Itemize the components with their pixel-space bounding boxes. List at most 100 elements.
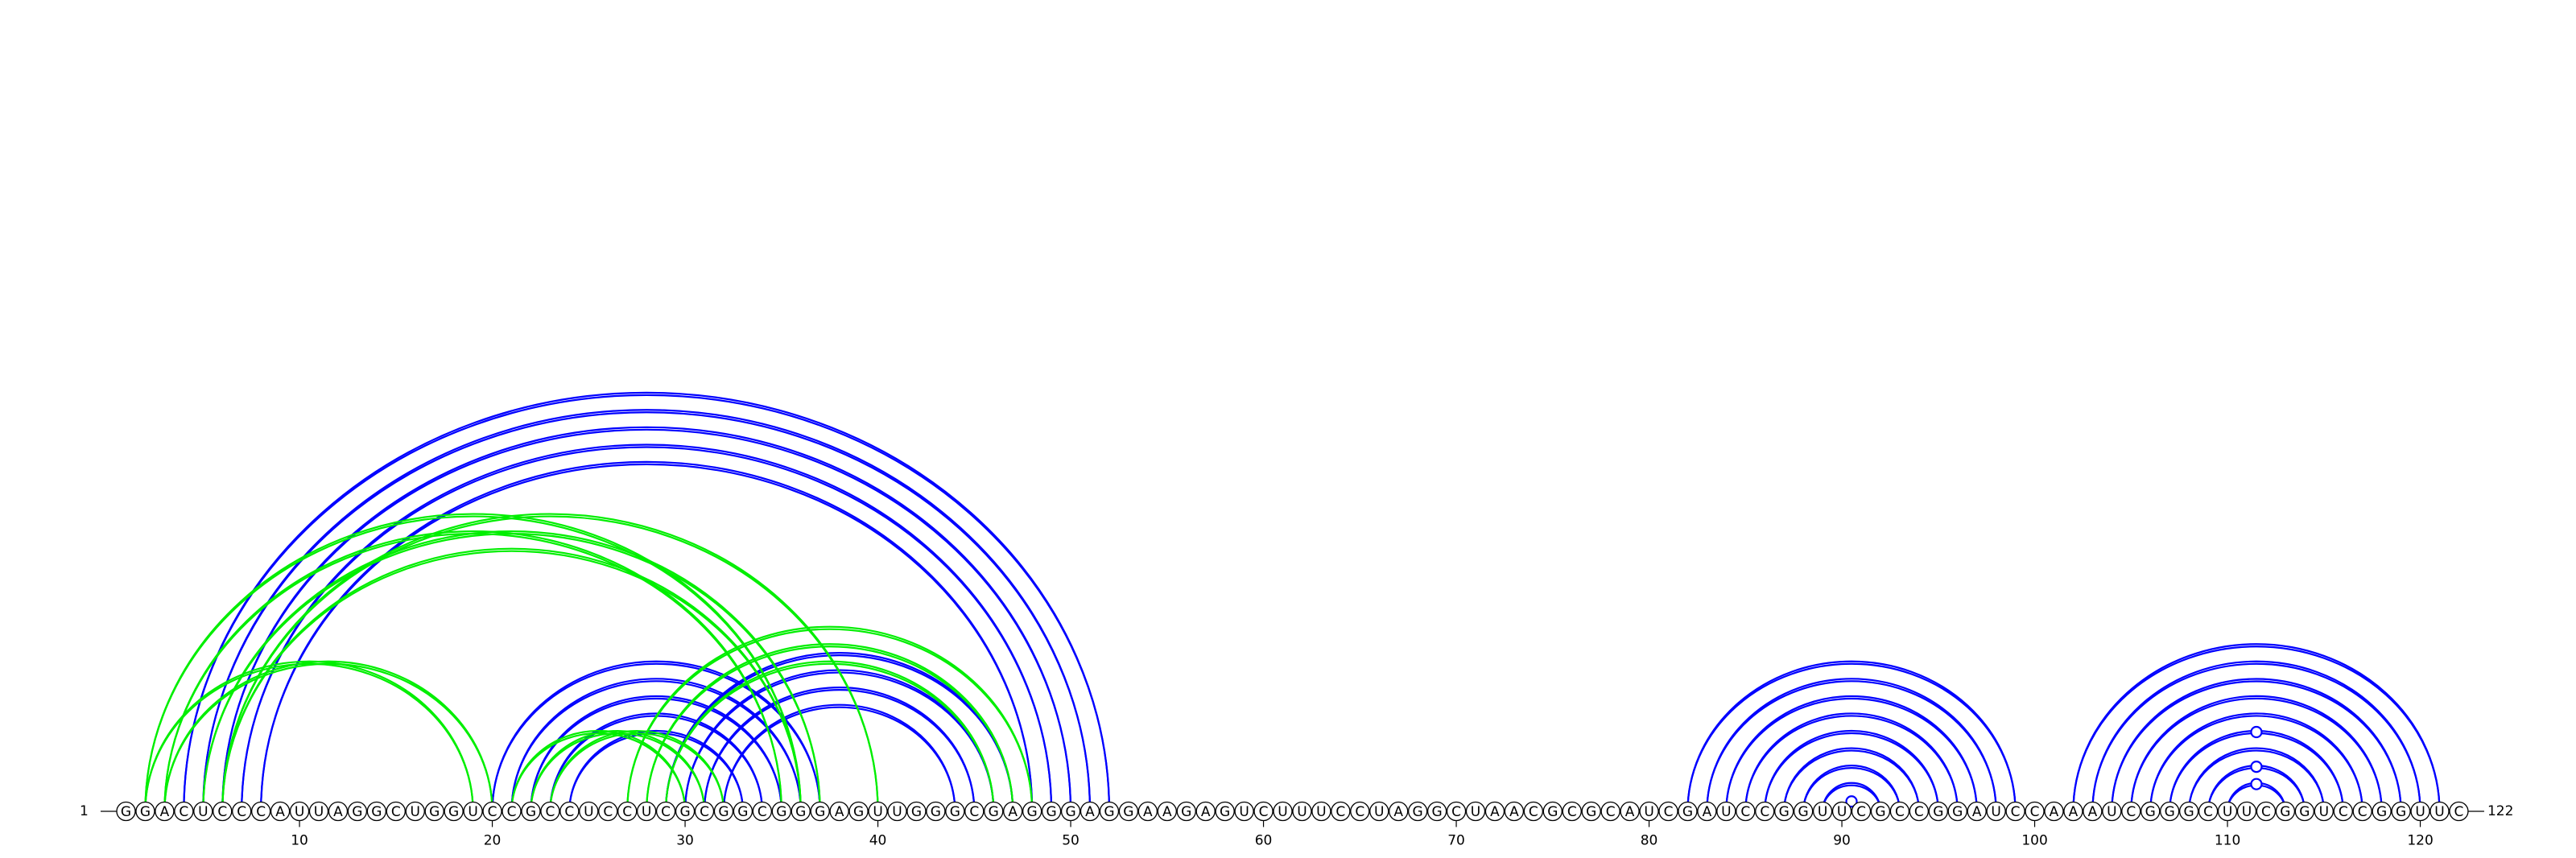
nucleotide: G (1118, 801, 1139, 822)
nucleotide-circle (1542, 801, 1563, 822)
nucleotide-circle (1195, 801, 1216, 822)
nucleotide: G (1947, 801, 1967, 822)
nucleotide-circle (1774, 801, 1794, 822)
base-pair-arc-outline (144, 513, 802, 812)
nucleotide: A (1389, 801, 1409, 822)
nucleotide-letter: A (1162, 804, 1172, 820)
nucleotide-letter: C (1259, 804, 1269, 820)
nucleotide-circle (2025, 801, 2045, 822)
nucleotide-circle (2198, 801, 2219, 822)
nucleotide-letter: C (2203, 804, 2213, 820)
nucleotide-letter: C (2454, 804, 2464, 820)
base-pair-arc-outline (549, 712, 763, 812)
nucleotide-circle (2314, 801, 2334, 822)
nucleotide-circle (1600, 801, 1620, 822)
nucleotide-circle (945, 801, 965, 822)
nucleotide: U (2410, 801, 2430, 822)
nucleotide-letter: C (1664, 804, 1674, 820)
nucleotide-letter: A (160, 804, 170, 820)
nucleotide: A (1967, 801, 1987, 822)
nucleotide-circle (1099, 801, 1120, 822)
nucleotide-circle (386, 801, 406, 822)
nucleotide-circle (193, 801, 213, 822)
nucleotide: G (2391, 801, 2411, 822)
nucleotide-letter: U (873, 804, 882, 820)
nucleotide: A (1003, 801, 1023, 822)
nucleotide: C (2121, 801, 2141, 822)
nucleotide-circle (1736, 801, 1756, 822)
nucleotide: A (1195, 801, 1216, 822)
nucleotide-letter: U (1837, 804, 1847, 820)
nucleotide-circle (1947, 801, 1967, 822)
base-pair-arc (144, 662, 474, 812)
nucleotide-circle (444, 801, 464, 822)
nucleotide: G (1099, 801, 1120, 822)
nucleotide-letter: G (911, 804, 922, 820)
nucleotide-letter: A (1008, 804, 1018, 820)
nucleotide: G (2294, 801, 2315, 822)
nucleotide-letter: A (2069, 804, 2079, 820)
nucleotide: U (308, 801, 329, 822)
nucleotide-circle (1812, 801, 1833, 822)
nucleotide-letter: G (2280, 804, 2290, 820)
nucleotide: A (1504, 801, 1525, 822)
base-pair-arc-outline (549, 729, 725, 812)
arc-marker (2250, 725, 2263, 739)
nucleotide-letter: G (1220, 804, 1230, 820)
nucleotide: G (945, 801, 965, 822)
nucleotide: G (444, 801, 464, 822)
nucleotide-letter: U (411, 804, 420, 820)
nucleotide: G (1542, 801, 1563, 822)
nucleotide-letter: A (2050, 804, 2059, 820)
nucleotide-circle (2140, 801, 2161, 822)
nucleotide-letter: C (1451, 804, 1461, 820)
nucleotide-letter: C (1606, 804, 1616, 820)
nucleotide: U (2236, 801, 2257, 822)
nucleotide: C (1253, 801, 1274, 822)
base-pair-arc (530, 732, 706, 812)
nucleotide: C (2449, 801, 2469, 822)
nucleotide-circle (482, 801, 502, 822)
nucleotide-circle (2236, 801, 2257, 822)
nucleotide: C (559, 801, 580, 822)
nucleotide-letter: U (295, 804, 304, 820)
nucleotide-letter: G (526, 804, 536, 820)
base-pair-arc-outline (144, 660, 474, 812)
base-pair-arc (1686, 662, 2017, 812)
nucleotide-circle (1928, 801, 1948, 822)
nucleotide: G (2372, 801, 2392, 822)
base-pair-arc-outline (221, 426, 1072, 812)
nucleotide-circle (2352, 801, 2372, 822)
nucleotide: G (675, 801, 696, 822)
nucleotide: C (2005, 801, 2025, 822)
base-pair-arc-outline (2130, 695, 2383, 812)
nucleotide-circle (2429, 801, 2450, 822)
nucleotide-letter: A (1490, 804, 1500, 820)
nucleotide-circle (2005, 801, 2025, 822)
nucleotide: G (116, 801, 136, 822)
nucleotide: U (1639, 801, 1659, 822)
base-pair-arc-outline (626, 625, 1034, 812)
nucleotide-circle (1504, 801, 1525, 822)
nucleotide: G (1678, 801, 1698, 822)
nucleotide: U (579, 801, 599, 822)
nucleotide: C (2333, 801, 2353, 822)
nucleotide-letter: G (448, 804, 459, 820)
nucleotide: C (655, 801, 676, 822)
nucleotide: G (810, 801, 830, 822)
nucleotide-letter: U (1721, 804, 1731, 820)
nucleotide-circle (2063, 801, 2083, 822)
nucleotide-letter: G (1798, 804, 1809, 820)
base-pair-arc (568, 732, 744, 812)
nucleotide-circle (2294, 801, 2315, 822)
nucleotide-letter: G (2396, 804, 2406, 820)
nucleotide: U (1234, 801, 1254, 822)
nucleotide-circle (655, 801, 676, 822)
nucleotide-circle (1273, 801, 1293, 822)
nucleotide-letter: G (1413, 804, 1423, 820)
nucleotide-circle (521, 801, 541, 822)
nucleotide: G (1774, 801, 1794, 822)
axis-tick-label: 10 (291, 833, 308, 849)
nucleotide-circle (1176, 801, 1196, 822)
